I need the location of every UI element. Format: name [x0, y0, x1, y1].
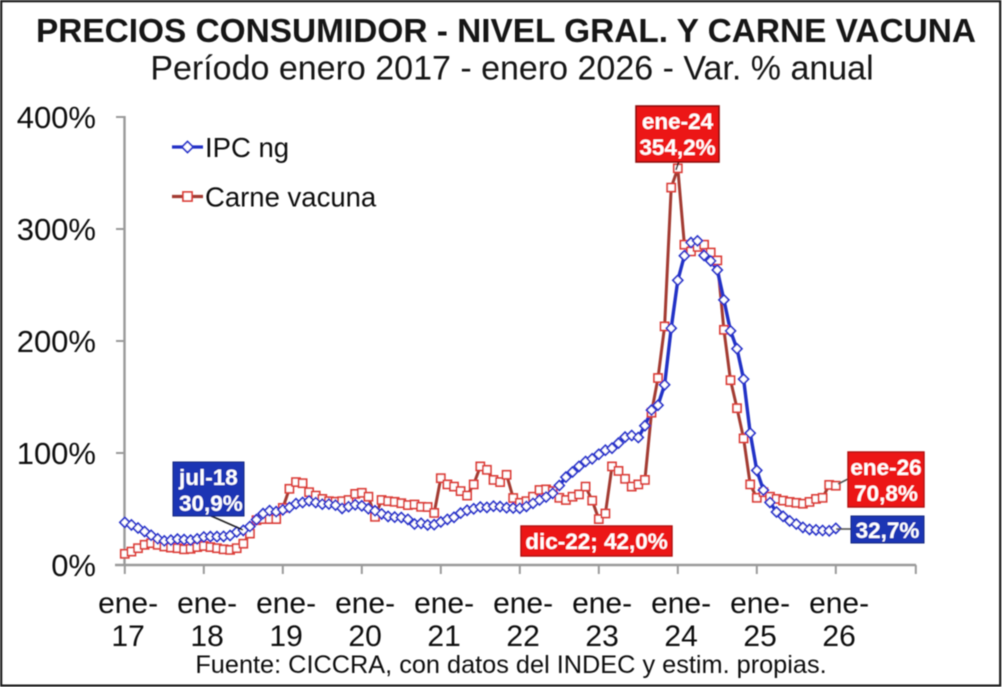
svg-text:25: 25: [743, 620, 776, 653]
svg-text:21: 21: [427, 620, 460, 653]
svg-text:17: 17: [111, 620, 144, 653]
svg-text:22: 22: [506, 620, 539, 653]
svg-text:30,9%: 30,9%: [179, 491, 243, 516]
svg-text:ene-: ene-: [256, 587, 316, 620]
svg-text:ene-26: ene-26: [850, 455, 921, 480]
svg-text:ene-: ene-: [98, 587, 158, 620]
svg-text:24: 24: [664, 620, 697, 653]
svg-text:ene-: ene-: [177, 587, 237, 620]
svg-text:70,8%: 70,8%: [854, 481, 918, 506]
svg-text:19: 19: [269, 620, 302, 653]
svg-text:ene-: ene-: [493, 587, 553, 620]
svg-text:dic-22; 42,0%: dic-22; 42,0%: [525, 529, 668, 554]
svg-text:jul-18: jul-18: [178, 465, 238, 490]
svg-text:ene-: ene-: [335, 587, 395, 620]
svg-text:PRECIOS CONSUMIDOR - NIVEL GRA: PRECIOS CONSUMIDOR - NIVEL GRAL. Y CARNE…: [36, 13, 976, 50]
svg-text:23: 23: [585, 620, 618, 653]
svg-text:Fuente: CICCRA, con datos del: Fuente: CICCRA, con datos del INDEC y es…: [195, 651, 826, 679]
svg-text:354,2%: 354,2%: [639, 135, 715, 160]
svg-text:400%: 400%: [17, 100, 96, 135]
svg-text:ene-: ene-: [572, 587, 632, 620]
svg-text:300%: 300%: [17, 212, 96, 247]
svg-text:100%: 100%: [17, 436, 96, 471]
svg-text:ene-: ene-: [414, 587, 474, 620]
svg-text:0%: 0%: [51, 548, 96, 583]
svg-text:32,7%: 32,7%: [856, 518, 920, 543]
svg-text:ene-24: ene-24: [642, 109, 714, 134]
svg-text:ene-: ene-: [809, 587, 869, 620]
svg-text:20: 20: [348, 620, 381, 653]
svg-text:IPC ng: IPC ng: [205, 132, 289, 163]
svg-text:18: 18: [190, 620, 223, 653]
svg-text:Carne vacuna: Carne vacuna: [205, 181, 377, 212]
svg-text:Período enero 2017 - enero 202: Período enero 2017 - enero 2026 - Var. %…: [150, 50, 873, 88]
svg-text:ene-: ene-: [730, 587, 790, 620]
svg-text:200%: 200%: [17, 324, 96, 359]
svg-text:ene-: ene-: [651, 587, 711, 620]
svg-text:26: 26: [822, 620, 855, 653]
